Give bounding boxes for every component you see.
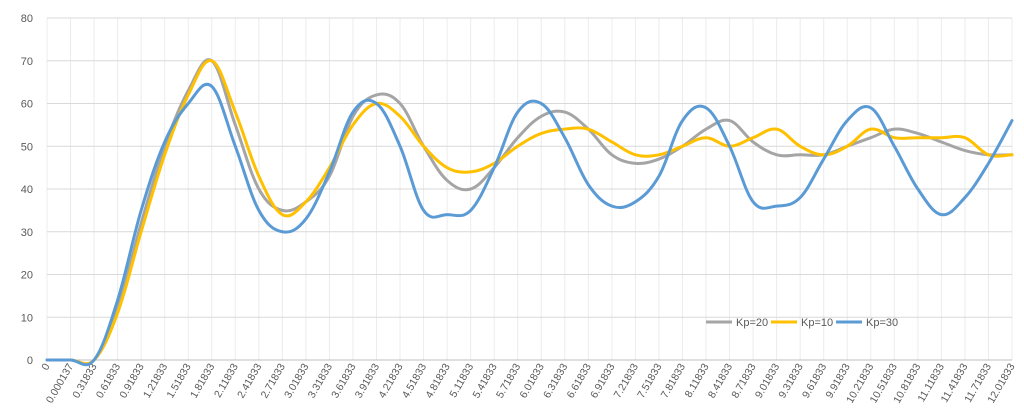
y-tick-label: 20	[21, 270, 33, 282]
series-line-kp-10	[45, 59, 1014, 366]
legend: Kp=20 Kp=10 Kp=30	[706, 317, 898, 329]
x-tick-label: 0	[39, 361, 52, 372]
y-tick-label: 70	[21, 56, 33, 68]
series-line-kp-30	[45, 82, 1014, 367]
series-layer	[45, 58, 1014, 367]
y-tick-label: 80	[21, 13, 33, 25]
grid-layer	[46, 17, 1013, 361]
y-tick-label: 30	[21, 227, 33, 239]
y-tick-label: 0	[27, 355, 33, 367]
x-axis-labels: 00.0001370.318330.618330.918331.218331.5…	[39, 361, 1017, 405]
y-tick-label: 50	[21, 141, 33, 153]
y-axis-labels: 0 10 20 30 40 50 60 70 80	[21, 13, 33, 367]
y-tick-label: 60	[21, 99, 33, 111]
y-tick-label: 10	[21, 312, 33, 324]
y-tick-label: 40	[21, 184, 33, 196]
legend-label: Kp=30	[866, 317, 898, 329]
legend-label: Kp=20	[736, 317, 768, 329]
legend-label: Kp=10	[801, 317, 833, 329]
